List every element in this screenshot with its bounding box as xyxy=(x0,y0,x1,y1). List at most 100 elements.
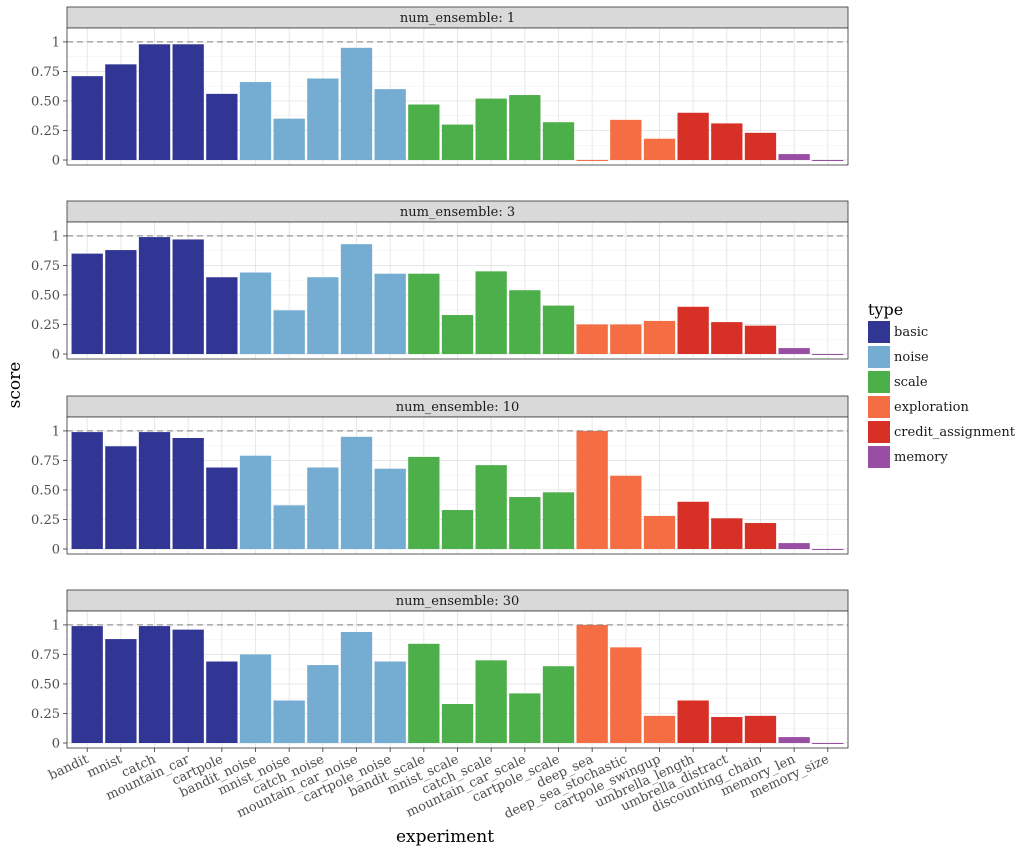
y-tick-label: 1 xyxy=(52,35,60,50)
bar xyxy=(307,277,339,354)
bar xyxy=(172,437,204,549)
y-tick-label: 0.75 xyxy=(31,648,60,663)
bar xyxy=(542,492,575,549)
bar xyxy=(778,737,810,743)
bar xyxy=(138,626,171,743)
bar xyxy=(239,455,272,549)
bar xyxy=(576,624,608,743)
bar xyxy=(711,322,743,354)
y-tick-label: 0 xyxy=(52,737,60,752)
y-tick-label: 0 xyxy=(52,154,60,169)
facet-label: num_ensemble: 30 xyxy=(396,594,520,609)
bar xyxy=(812,354,844,355)
bar xyxy=(71,253,103,354)
bar xyxy=(105,64,137,160)
bar xyxy=(509,693,541,743)
bar xyxy=(441,315,474,354)
y-tick-label: 1 xyxy=(52,618,60,633)
bar xyxy=(542,122,575,160)
legend-label: basic xyxy=(894,325,928,340)
bar xyxy=(542,305,575,354)
y-tick-label: 0.50 xyxy=(31,288,60,303)
y-tick-label: 0 xyxy=(52,348,60,363)
bar xyxy=(71,432,103,549)
bar xyxy=(307,665,339,743)
bar xyxy=(744,523,777,549)
bar xyxy=(273,700,305,743)
legend-label: noise xyxy=(894,350,929,365)
bar xyxy=(273,310,305,354)
bar xyxy=(542,666,575,743)
bar xyxy=(610,475,642,549)
legend-label: memory xyxy=(894,450,948,465)
legend-swatch xyxy=(868,321,890,343)
bar xyxy=(643,715,676,743)
bar xyxy=(71,76,103,160)
bar xyxy=(172,629,204,743)
bar xyxy=(239,654,272,743)
bar xyxy=(340,631,373,743)
bar xyxy=(441,510,474,549)
facet-label: num_ensemble: 1 xyxy=(400,11,515,26)
bar xyxy=(239,82,272,160)
bar xyxy=(509,95,541,160)
y-axis-title: score xyxy=(5,362,25,409)
bar xyxy=(408,643,440,743)
bar xyxy=(340,47,373,160)
bar xyxy=(172,239,204,354)
bar xyxy=(105,446,137,549)
y-tick-label: 0.25 xyxy=(31,124,60,139)
bar xyxy=(441,124,474,160)
bar xyxy=(239,272,272,354)
legend-label: credit_assignment xyxy=(894,425,1016,440)
bar xyxy=(812,549,844,550)
bar xyxy=(206,467,238,549)
bar xyxy=(408,273,440,354)
bar xyxy=(340,436,373,549)
legend-swatch xyxy=(868,421,890,443)
panel-border xyxy=(66,27,849,166)
y-tick-label: 0 xyxy=(52,543,60,558)
bar xyxy=(408,104,440,160)
bar xyxy=(475,271,507,354)
bar xyxy=(408,456,440,549)
bar xyxy=(138,432,171,549)
bar xyxy=(643,138,676,160)
bar xyxy=(475,98,507,160)
facet-panel: num_ensemble: 3 0 0.25 0.50 0.75 1 xyxy=(31,200,849,363)
y-tick-label: 0.75 xyxy=(31,65,60,80)
bar xyxy=(509,497,541,549)
bar xyxy=(711,518,743,549)
legend-label: exploration xyxy=(894,400,970,415)
y-tick-label: 1 xyxy=(52,229,60,244)
y-tick-label: 0.25 xyxy=(31,707,60,722)
bar xyxy=(744,715,777,743)
bar xyxy=(610,119,642,160)
bar xyxy=(374,89,406,160)
bar xyxy=(441,704,474,743)
y-tick-label: 0.50 xyxy=(31,483,60,498)
bar xyxy=(509,290,541,354)
legend-swatch xyxy=(868,446,890,468)
legend: type basic noise scale exploration credit_ass… xyxy=(868,300,1016,468)
facet-label: num_ensemble: 3 xyxy=(400,205,515,220)
bar xyxy=(273,118,305,160)
bar xyxy=(576,160,608,161)
y-tick-label: 0.75 xyxy=(31,259,60,274)
bar xyxy=(273,505,305,549)
bar xyxy=(610,324,642,354)
bar xyxy=(105,250,137,354)
bar xyxy=(677,501,709,549)
bar xyxy=(475,660,507,743)
bar xyxy=(812,743,844,744)
bar xyxy=(71,626,103,743)
bar xyxy=(812,160,844,161)
y-tick-label: 1 xyxy=(52,424,60,439)
bar xyxy=(677,306,709,354)
bar xyxy=(340,244,373,354)
bar xyxy=(374,273,406,354)
legend-swatch xyxy=(868,371,890,393)
bar xyxy=(677,112,709,160)
bar xyxy=(206,93,238,160)
bar xyxy=(711,123,743,160)
